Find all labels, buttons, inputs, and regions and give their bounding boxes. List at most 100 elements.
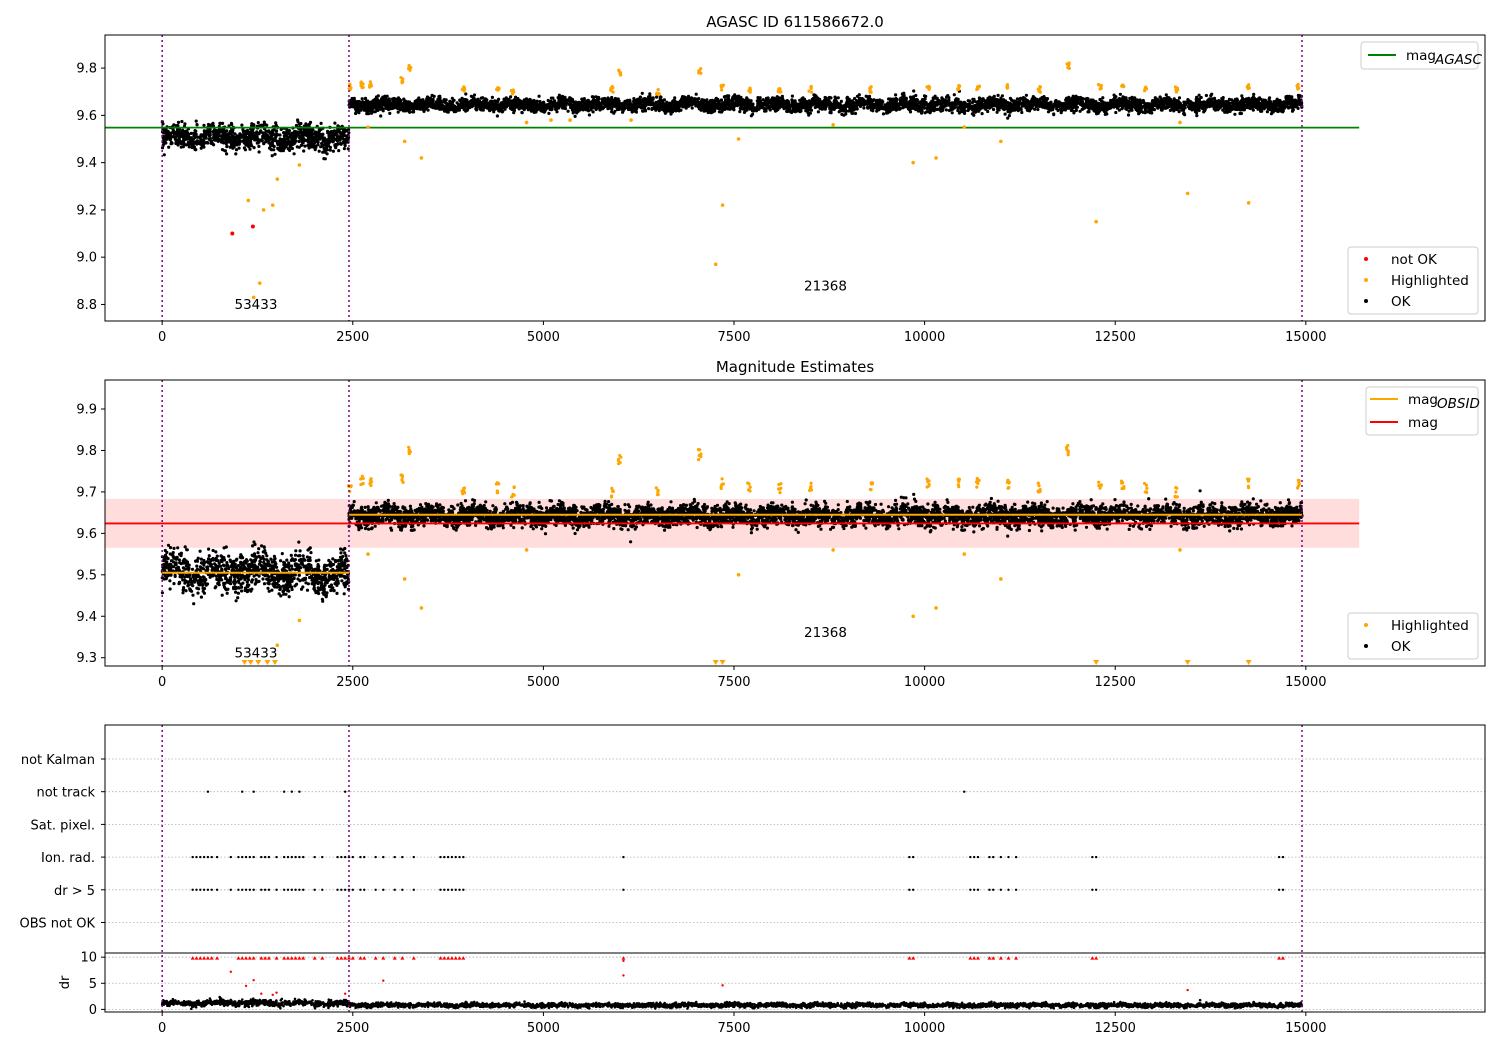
x-tick-label: 15000 xyxy=(1285,675,1326,690)
flag-hit-point xyxy=(290,790,293,793)
highlighted-out-of-range-marker xyxy=(1093,660,1100,665)
dr-high-point xyxy=(1186,988,1189,992)
highlighted-point xyxy=(1099,86,1103,90)
flag-hit-point xyxy=(210,888,213,891)
panel-2-title: Magnitude Estimates xyxy=(716,358,874,376)
highlighted-point xyxy=(747,482,751,486)
highlighted-point xyxy=(1178,548,1182,552)
highlighted-point xyxy=(962,552,967,556)
highlighted-point xyxy=(1247,86,1251,90)
highlighted-point xyxy=(975,485,979,489)
highlighted-point xyxy=(495,481,499,485)
highlighted-point xyxy=(808,486,813,490)
highlighted-point xyxy=(1066,64,1071,68)
highlighted-point xyxy=(1144,483,1149,487)
flag-hit-point xyxy=(988,855,991,859)
highlighted-point xyxy=(657,93,661,97)
dr-clipped-marker xyxy=(343,956,348,960)
x-tick-label: 7500 xyxy=(717,675,750,690)
highlighted-point xyxy=(926,480,930,484)
highlighted-point xyxy=(1246,484,1251,488)
dr-clipped-marker xyxy=(411,956,416,960)
dr-clipped-marker xyxy=(346,956,351,960)
flag-hit-point xyxy=(622,888,625,891)
highlighted-point xyxy=(697,69,701,73)
highlighted-point xyxy=(366,552,370,556)
flag-hit-point xyxy=(908,855,911,859)
flag-category-label: not Kalman xyxy=(21,753,95,768)
highlighted-point xyxy=(400,79,404,83)
flag-hit-point xyxy=(215,888,219,891)
dr-clipped-marker xyxy=(190,956,195,960)
highlighted-point xyxy=(699,67,703,71)
highlighted-out-of-range-marker xyxy=(712,660,719,665)
x-tick-label: 10000 xyxy=(904,1021,945,1036)
dr-frame xyxy=(104,952,1486,1013)
highlighted-out-of-range-marker xyxy=(1245,660,1252,665)
flag-hit-point xyxy=(248,855,252,859)
flag-hit-point xyxy=(321,855,324,859)
flag-hit-point xyxy=(313,855,316,859)
highlighted-point xyxy=(999,139,1003,144)
flag-hit-point xyxy=(999,888,1003,891)
flag-hit-point xyxy=(252,855,255,859)
highlighted-point xyxy=(349,485,353,489)
highlighted-point xyxy=(719,486,723,491)
dr-clipped-marker xyxy=(259,956,264,960)
flag-hit-point xyxy=(363,888,366,891)
dr-clipped-marker xyxy=(297,956,302,960)
dr-clipped-marker xyxy=(381,956,386,960)
highlighted-out-of-range-marker xyxy=(241,660,248,665)
highlighted-point xyxy=(809,481,813,485)
flag-hit-point xyxy=(210,855,213,859)
flag-hit-point xyxy=(450,888,454,891)
flag-category-label: OBS not OK xyxy=(20,917,96,932)
highlighted-point xyxy=(1097,83,1101,87)
flag-hit-point xyxy=(343,855,347,859)
panel-flags-and-dr: not Kalman not track Sat. pixel. Ion. rad. d… xyxy=(20,724,1486,1036)
highlighted-point xyxy=(419,606,424,610)
flag-hit-point xyxy=(267,855,271,859)
flag-hit-point xyxy=(359,888,362,891)
highlighted-point xyxy=(407,445,411,449)
dr-clipped-marker xyxy=(236,956,241,960)
highlighted-point xyxy=(246,198,251,203)
dr-clipped-marker xyxy=(373,956,378,960)
flag-hit-point xyxy=(206,790,210,793)
highlighted-point xyxy=(251,295,256,300)
flag-hit-point xyxy=(286,888,290,891)
y-tick-label: 9.7 xyxy=(76,485,97,500)
flag-hit-point xyxy=(199,888,202,891)
flag-hit-point xyxy=(1007,855,1010,859)
y-tick-label: 9.8 xyxy=(76,62,97,77)
highlighted-point xyxy=(297,618,302,623)
highlighted-point xyxy=(1066,449,1070,453)
flag-hit-point xyxy=(972,888,976,891)
flag-hit-point xyxy=(972,855,976,859)
highlighted-point xyxy=(778,90,782,94)
dr-clipped-marker xyxy=(293,956,298,960)
flag-hit-point xyxy=(1094,888,1098,891)
flag-hit-point xyxy=(313,888,316,891)
dr-ok-points-cloud xyxy=(161,995,1304,1011)
dr-high-point xyxy=(244,984,248,988)
legend-dot-swatch xyxy=(1364,644,1368,648)
highlighted-out-of-range-marker xyxy=(1184,660,1191,665)
flag-hit-point xyxy=(294,888,297,891)
flag-hit-point xyxy=(282,790,286,793)
flag-hit-point xyxy=(999,855,1003,859)
dr-clipped-marker xyxy=(312,956,317,960)
flag-hit-point xyxy=(343,888,347,891)
flag-hit-point xyxy=(911,855,915,859)
flag-hit-point xyxy=(1014,888,1018,891)
highlighted-point xyxy=(261,208,266,212)
dr-clipped-marker xyxy=(1090,956,1095,960)
highlighted-point xyxy=(736,573,741,577)
flag-hit-point xyxy=(443,888,446,891)
highlighted-point xyxy=(618,461,622,465)
highlighted-point xyxy=(656,87,660,92)
highlighted-point xyxy=(1098,484,1103,488)
highlighted-point xyxy=(956,483,961,487)
flag-hit-point xyxy=(454,855,457,859)
